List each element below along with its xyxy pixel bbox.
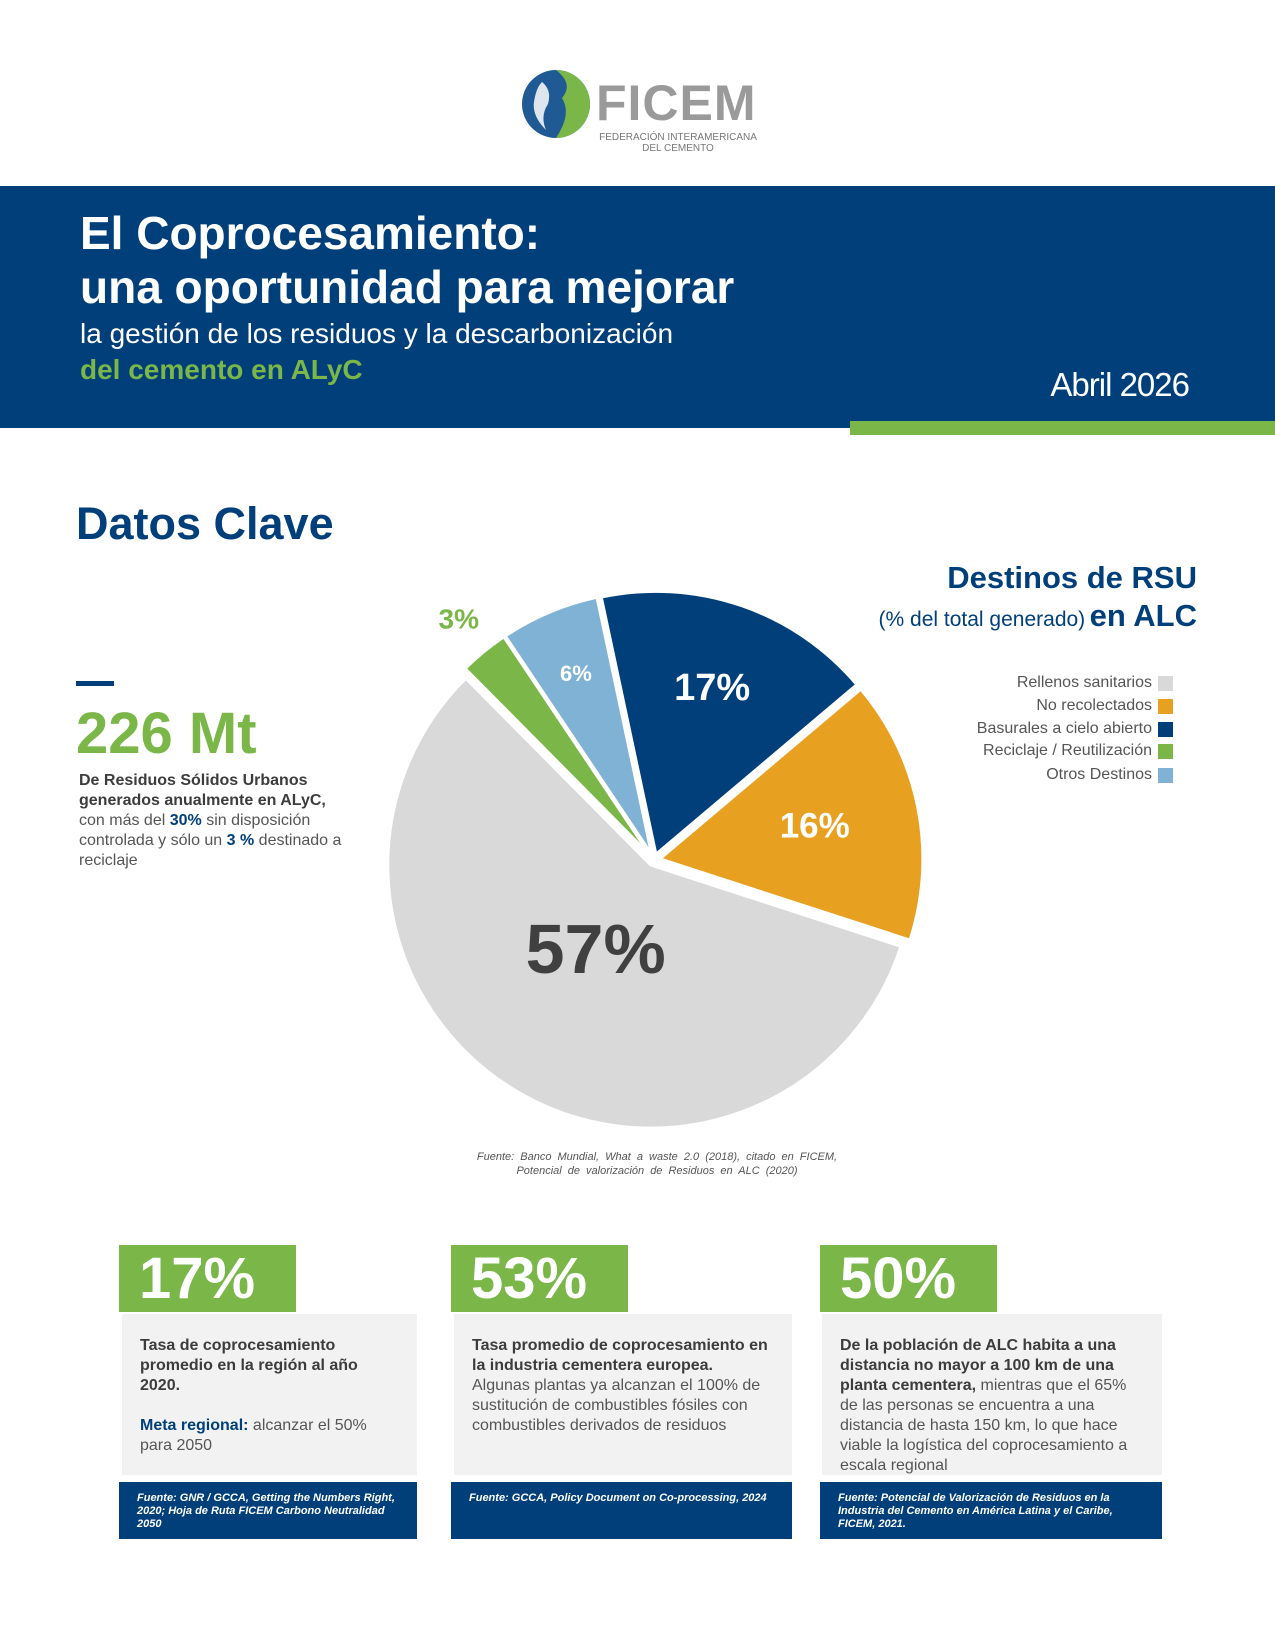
card-paragraph: De la población de ALC habita a una dist… bbox=[840, 1336, 1144, 1476]
logo-name: FICEM bbox=[596, 75, 757, 131]
card-value: 50% bbox=[820, 1245, 997, 1312]
logo-subtitle-line: DEL CEMENTO bbox=[642, 143, 714, 154]
logo-subtitle-line: FEDERACIÓN INTERAMERICANA bbox=[599, 132, 757, 143]
card-source: Fuente: GNR / GCCA, Getting the Numbers … bbox=[119, 1482, 417, 1539]
pie-chart: 17% 16% 57% 3% 6% bbox=[386, 590, 925, 1130]
title-line: El Coprocesamiento: bbox=[80, 207, 541, 259]
card-value: 53% bbox=[451, 1245, 628, 1312]
pie-slice bbox=[462, 634, 652, 857]
section-title: Datos Clave bbox=[76, 498, 334, 549]
card-paragraph: Meta regional: alcanzar el 50% para 2050 bbox=[140, 1416, 399, 1456]
logo-subtitle: FEDERACIÓN INTERAMERICANA DEL CEMENTO bbox=[598, 132, 758, 154]
text-segment: De la población de ALC habita a una dist… bbox=[840, 1337, 1116, 1394]
legend-label: No recolectados bbox=[1036, 697, 1152, 714]
legend-label: Rellenos sanitarios bbox=[1016, 674, 1152, 691]
text-segment: 3 % bbox=[226, 832, 255, 849]
slice-label: 3% bbox=[439, 604, 480, 635]
legend-label: Reciclaje / Reutilización bbox=[983, 742, 1152, 759]
legend-label: Otros Destinos bbox=[1046, 766, 1152, 783]
slice-label: 16% bbox=[780, 807, 850, 846]
chart-subtitle: (% del total generado) bbox=[878, 608, 1086, 631]
legend-swatch bbox=[1158, 744, 1173, 759]
header-band bbox=[0, 186, 1275, 428]
legend-swatch bbox=[1158, 699, 1173, 714]
card-source: Fuente: Potencial de Valorización de Res… bbox=[820, 1482, 1162, 1539]
key-figure: 226 Mt bbox=[76, 701, 257, 766]
chart-title: Destinos de RSU bbox=[947, 560, 1197, 595]
date: Abril 2026 bbox=[1050, 366, 1190, 403]
pie-slice bbox=[656, 687, 925, 943]
chart-subtitle-row: (% del total generado) en ALC bbox=[879, 598, 1197, 634]
text-segment: De Residuos Sólidos Urbanos generados an… bbox=[79, 772, 326, 809]
text-segment: destinado a reciclaje bbox=[79, 832, 342, 869]
legend-swatch bbox=[1158, 676, 1173, 691]
legend-label: Basurales a cielo abierto bbox=[976, 720, 1152, 737]
text-segment: Tasa promedio de coprocesamiento en la i… bbox=[472, 1337, 768, 1374]
pie-slice bbox=[386, 676, 903, 1130]
source-line: Potencial de valorización de Residuos en… bbox=[516, 1165, 798, 1177]
title: El Coprocesamiento: una oportunidad para… bbox=[80, 206, 734, 314]
legend-swatch bbox=[1158, 722, 1173, 737]
slice-label: 57% bbox=[526, 910, 666, 988]
card-body: De la población de ALC habita a una dist… bbox=[822, 1314, 1162, 1475]
legend-swatch bbox=[1158, 768, 1173, 783]
dash bbox=[76, 681, 114, 686]
accent-bar bbox=[850, 421, 1275, 435]
card-paragraph: Tasa de coprocesamiento promedio en la r… bbox=[140, 1336, 399, 1396]
slice-label: 17% bbox=[674, 667, 750, 709]
text-segment: Meta regional: bbox=[140, 1417, 249, 1434]
card-source: Fuente: GCCA, Policy Document on Co-proc… bbox=[451, 1482, 792, 1539]
card-body: Tasa promedio de coprocesamiento en la i… bbox=[454, 1314, 792, 1475]
text-segment: Algunas plantas ya alcanzan el 100% de s… bbox=[472, 1377, 761, 1434]
text-segment: con más del bbox=[79, 812, 170, 829]
text-segment: alcanzar el 50% para 2050 bbox=[140, 1417, 367, 1454]
subtitle: la gestión de los residuos y la descarbo… bbox=[80, 318, 674, 349]
text-segment: 30% bbox=[169, 812, 202, 829]
chart-source: Fuente: Banco Mundial, What a waste 2.0 … bbox=[407, 1150, 907, 1178]
key-description: De Residuos Sólidos Urbanos generados an… bbox=[79, 771, 354, 871]
text-segment: Tasa de coprocesamiento promedio en la r… bbox=[140, 1337, 358, 1394]
source-line: Fuente: Banco Mundial, What a waste 2.0 … bbox=[476, 1151, 838, 1163]
card-value: 17% bbox=[119, 1245, 296, 1312]
pie-slice bbox=[599, 590, 859, 858]
chart-title-suffix: en ALC bbox=[1089, 598, 1197, 633]
subtitle-highlight: del cemento en ALyC bbox=[80, 354, 363, 385]
card-paragraph: Tasa promedio de coprocesamiento en la i… bbox=[472, 1336, 774, 1436]
pie-slice bbox=[503, 595, 654, 856]
text-segment: sin disposición controlada y sólo un bbox=[79, 812, 311, 849]
slice-label: 6% bbox=[560, 661, 592, 686]
title-line: una oportunidad para mejorar bbox=[80, 261, 735, 313]
logo-globe bbox=[522, 70, 590, 138]
card-body: Tasa de coprocesamiento promedio en la r… bbox=[122, 1314, 417, 1475]
text-segment: mientras que el 65% de las personas se e… bbox=[840, 1377, 1128, 1474]
